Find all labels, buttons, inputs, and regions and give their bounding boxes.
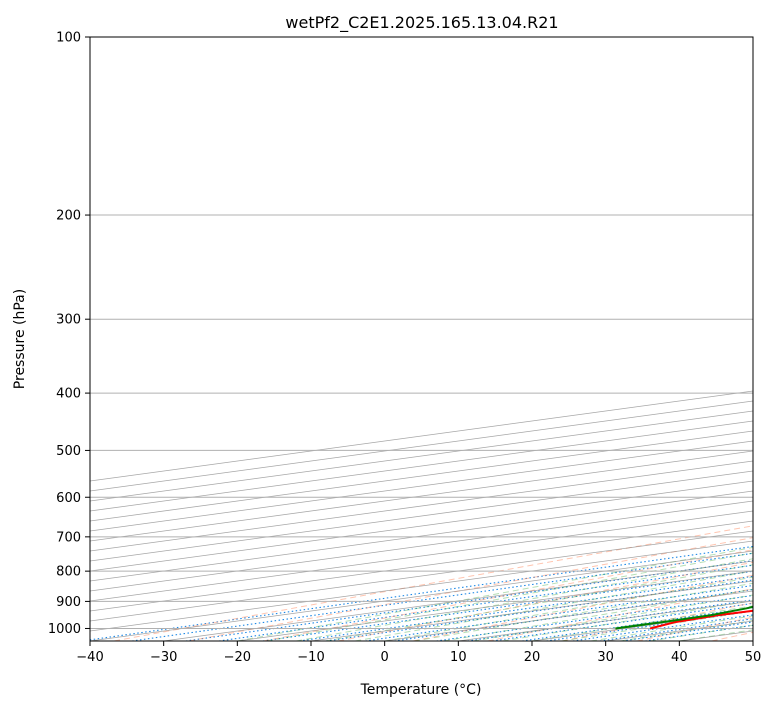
y-tick-label: 300 (56, 313, 81, 328)
mixing-ratio-line (365, 584, 753, 641)
moist-adiabat-line (443, 588, 753, 641)
isotherm-line (90, 490, 753, 582)
isotherm-line (90, 480, 753, 572)
x-tick-label: −30 (150, 650, 177, 665)
x-tick-label: −40 (76, 650, 103, 665)
plot-frame (89, 36, 754, 642)
y-tick-label: 100 (56, 31, 81, 46)
y-tick-label: 900 (56, 595, 81, 610)
moist-adiabat-line (325, 564, 753, 641)
x-tick-label: 30 (597, 650, 614, 665)
x-tick-label: −20 (224, 650, 251, 665)
isotherm-line (90, 520, 753, 612)
mixing-ratio-line (325, 579, 753, 641)
x-tick-label: −10 (297, 650, 324, 665)
isotherm-line (752, 640, 753, 641)
x-tick-label: 20 (524, 650, 541, 665)
x-axis-title: Temperature (°C) (360, 682, 482, 698)
y-tick-label: 200 (56, 209, 81, 224)
plot-area (90, 37, 753, 641)
isotherm-line (90, 470, 753, 562)
y-tick-label: 600 (56, 491, 81, 506)
moist-adiabat-line (237, 546, 753, 641)
isotherm-line (90, 530, 753, 622)
y-tick-label: 800 (56, 565, 81, 580)
mixing-ratio-line (299, 575, 753, 641)
isotherm-line (90, 450, 753, 542)
x-tick-label: 10 (450, 650, 467, 665)
dry-adiabat-line (412, 574, 753, 641)
isotherm-line (90, 510, 753, 602)
isotherm-line (90, 500, 753, 592)
x-tick-label: 50 (745, 650, 762, 665)
moist-adiabat-line (414, 582, 753, 641)
y-tick-label: 1000 (48, 622, 81, 637)
x-tick-label: 40 (671, 650, 688, 665)
y-tick-label: 400 (56, 387, 81, 402)
x-tick-label: 0 (381, 650, 389, 665)
chart-title: wetPf2_C2E1.2025.165.13.04.R21 (285, 13, 558, 33)
dry-adiabat-line (114, 525, 753, 641)
y-tick-label: 700 (56, 530, 81, 545)
isotherm-line (90, 460, 753, 552)
y-tick-label: 500 (56, 444, 81, 459)
dry-adiabat-line (338, 561, 753, 641)
dry-adiabat-line (188, 537, 753, 641)
y-axis-title: Pressure (hPa) (12, 289, 28, 389)
